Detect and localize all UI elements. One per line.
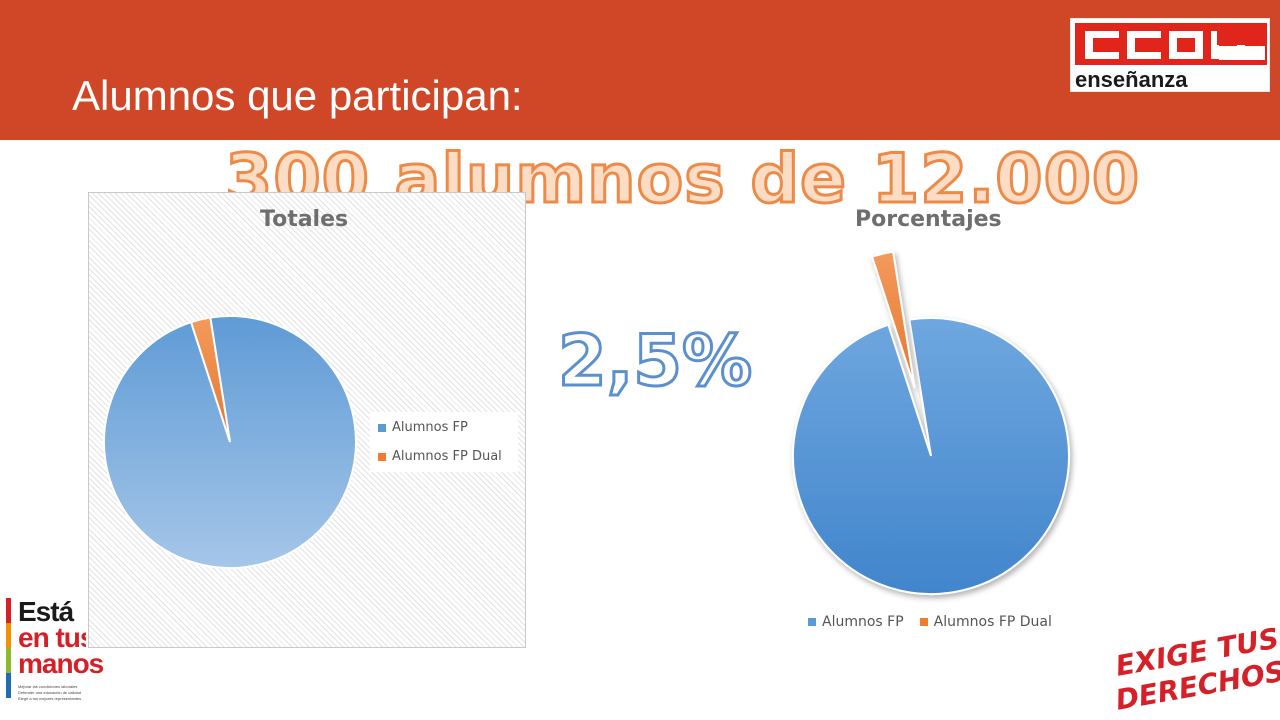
campaign-color-bars [6,598,11,698]
campaign-bullet-3: Elegir a tus mejores representantes [18,696,82,701]
campaign-bullet-1: Mejorar las condiciones laborales [18,684,78,689]
legend-swatch-alumnos-fp-dual [378,452,386,461]
slogan-stamp: EXIGE TUS DERECHOS [1110,622,1280,720]
logo-subtitle: enseñanza [1075,67,1188,92]
legend-swatch-alumnos-fp [378,423,386,432]
chart-totales-title: Totales [260,207,349,232]
legend-label-alumnos-fp-dual: Alumnos FP Dual [392,449,502,464]
legend2-swatch-alumnos-fp [808,618,816,626]
ccoo-logo-mark [1075,23,1267,65]
pie-porcentajes-slice-alumnos-fp [792,317,1070,595]
campaign-logo: Está en tus manos Mejorar las condicione… [0,596,120,706]
legend2-swatch-alumnos-fp-dual [919,618,928,626]
percent-label: 2,5% [556,319,753,404]
legend2-label-alumnos-fp: Alumnos FP [822,614,904,630]
legend-label-alumnos-fp: Alumnos FP [392,420,468,435]
chart-porcentajes-legend: Alumnos FP Alumnos FP Dual [808,612,1068,632]
ccoo-logo: enseñanza [1070,18,1270,92]
chart-porcentajes-title: Porcentajes [855,207,1002,232]
legend2-label-alumnos-fp-dual: Alumnos FP Dual [933,614,1052,630]
legend-item-alumnos-fp-dual: Alumnos FP Dual [378,449,502,464]
pie-porcentajes-slice-alumnos-fp-dual [870,250,916,389]
legend2-item-alumnos-fp-dual: Alumnos FP Dual [919,614,1052,630]
page-title: Alumnos que participan: [72,72,523,119]
campaign-bullet-2: Defender una educación de calidad [18,690,81,695]
campaign-line-1: Está [18,596,74,627]
campaign-line-2: en tus [18,624,86,652]
legend-item-alumnos-fp: Alumnos FP [378,420,468,435]
legend2-item-alumnos-fp: Alumnos FP [808,614,904,630]
campaign-line-3: manos [18,648,104,679]
chart-totales-legend: Alumnos FP Alumnos FP Dual [370,412,518,472]
header-bar: Alumnos que participan: [0,0,1280,140]
